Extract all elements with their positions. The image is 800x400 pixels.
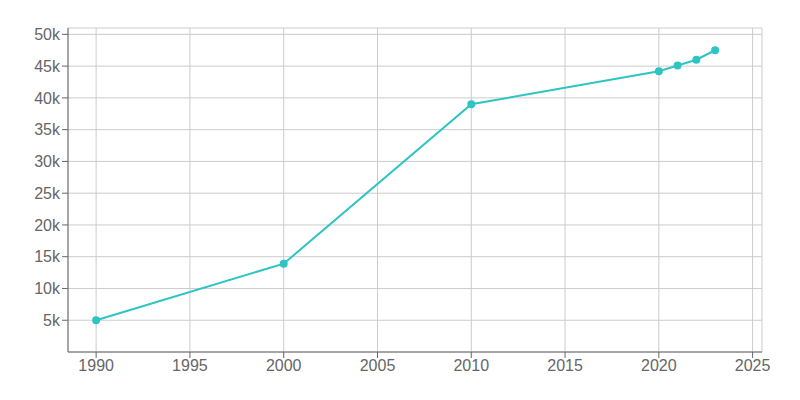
svg-text:20k: 20k — [34, 217, 61, 234]
svg-text:2005: 2005 — [360, 357, 396, 374]
svg-text:2015: 2015 — [547, 357, 583, 374]
svg-text:2020: 2020 — [641, 357, 677, 374]
svg-text:15k: 15k — [34, 248, 61, 265]
svg-text:35k: 35k — [34, 121, 61, 138]
svg-text:5k: 5k — [43, 312, 61, 329]
svg-text:10k: 10k — [34, 280, 61, 297]
svg-text:2000: 2000 — [266, 357, 302, 374]
svg-text:45k: 45k — [34, 58, 61, 75]
svg-text:30k: 30k — [34, 153, 61, 170]
svg-text:2025: 2025 — [735, 357, 771, 374]
svg-text:1995: 1995 — [172, 357, 208, 374]
svg-text:25k: 25k — [34, 185, 61, 202]
svg-text:50k: 50k — [34, 26, 61, 43]
svg-text:1990: 1990 — [78, 357, 114, 374]
svg-text:2010: 2010 — [453, 357, 489, 374]
svg-text:40k: 40k — [34, 90, 61, 107]
